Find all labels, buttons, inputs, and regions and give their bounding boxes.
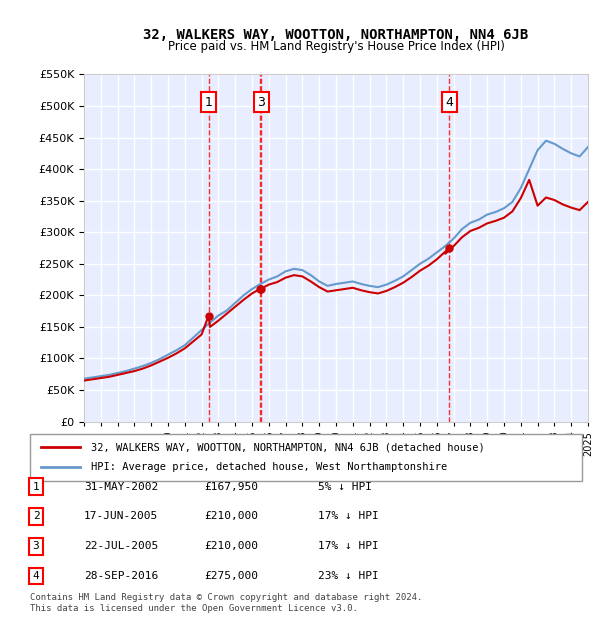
Text: 17% ↓ HPI: 17% ↓ HPI — [318, 541, 379, 551]
Text: 28-SEP-2016: 28-SEP-2016 — [84, 571, 158, 581]
Text: Contains HM Land Registry data © Crown copyright and database right 2024.
This d: Contains HM Land Registry data © Crown c… — [30, 593, 422, 613]
Text: £167,950: £167,950 — [204, 482, 258, 492]
Text: 1: 1 — [32, 482, 40, 492]
Text: 17-JUN-2005: 17-JUN-2005 — [84, 512, 158, 521]
Text: 3: 3 — [257, 95, 265, 108]
Text: 23% ↓ HPI: 23% ↓ HPI — [318, 571, 379, 581]
Text: Price paid vs. HM Land Registry's House Price Index (HPI): Price paid vs. HM Land Registry's House … — [167, 40, 505, 53]
Text: £275,000: £275,000 — [204, 571, 258, 581]
Text: 1: 1 — [205, 95, 212, 108]
Text: 31-MAY-2002: 31-MAY-2002 — [84, 482, 158, 492]
Text: 2: 2 — [32, 512, 40, 521]
Text: 17% ↓ HPI: 17% ↓ HPI — [318, 512, 379, 521]
Text: 32, WALKERS WAY, WOOTTON, NORTHAMPTON, NN4 6JB: 32, WALKERS WAY, WOOTTON, NORTHAMPTON, N… — [143, 28, 529, 42]
Text: 3: 3 — [32, 541, 40, 551]
Text: £210,000: £210,000 — [204, 541, 258, 551]
FancyBboxPatch shape — [30, 434, 582, 481]
Text: HPI: Average price, detached house, West Northamptonshire: HPI: Average price, detached house, West… — [91, 463, 447, 472]
Text: 4: 4 — [32, 571, 40, 581]
Text: £210,000: £210,000 — [204, 512, 258, 521]
Text: 5% ↓ HPI: 5% ↓ HPI — [318, 482, 372, 492]
Text: 22-JUL-2005: 22-JUL-2005 — [84, 541, 158, 551]
Text: 32, WALKERS WAY, WOOTTON, NORTHAMPTON, NN4 6JB (detached house): 32, WALKERS WAY, WOOTTON, NORTHAMPTON, N… — [91, 442, 484, 452]
Text: 4: 4 — [445, 95, 453, 108]
